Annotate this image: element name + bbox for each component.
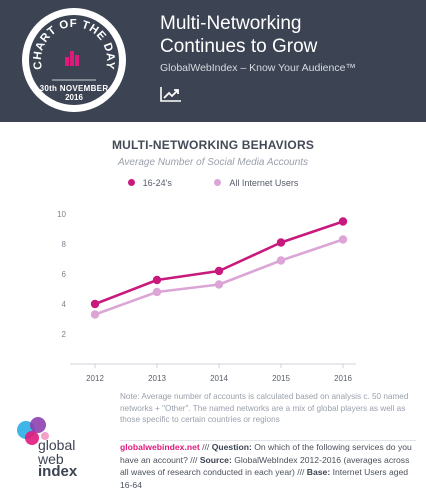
data-point-16-24 — [152, 275, 162, 285]
y-tick-label: 10 — [57, 210, 66, 219]
badge-inner-circle — [29, 15, 119, 105]
data-point-all-users — [90, 310, 100, 319]
legend-label-all-users: All Internet Users — [229, 178, 299, 188]
footer-question-label: Question: — [211, 442, 252, 452]
data-point-all-users — [276, 256, 286, 265]
footer-separator: /// — [297, 467, 307, 478]
series-line-16-24 — [93, 220, 345, 306]
y-tick-label: 2 — [62, 330, 67, 339]
footer-base-text: Internet Users aged 16-64 — [120, 467, 409, 490]
footer-separator: /// — [199, 442, 212, 452]
y-tick-label: 6 — [62, 270, 67, 279]
footer-base-label: Base: — [306, 467, 331, 478]
y-tick-label: 8 — [62, 240, 67, 249]
legend-item-16-24: 16-24's — [127, 178, 172, 188]
footer-question-text: On which of the following services do yo… — [120, 442, 412, 465]
logo-word-index: index — [38, 463, 78, 480]
legend-marker-all-users — [214, 179, 222, 186]
footer-separator: /// — [190, 454, 200, 465]
data-point-16-24 — [276, 238, 286, 247]
globalwebindex-logo — [17, 417, 49, 445]
x-tick-label: 2015 — [272, 374, 290, 383]
footer-source-label: Source: — [199, 454, 232, 465]
bar-chart-icon — [65, 48, 83, 66]
footer-divider — [120, 440, 416, 441]
data-point-16-24 — [214, 266, 224, 276]
x-tick-label: 2014 — [210, 374, 228, 383]
title-line-1: Multi-Networking — [160, 13, 302, 34]
x-tick-label: 2013 — [148, 374, 166, 383]
page-title: Multi-Networking Continues to Grow — [160, 12, 410, 58]
chart-subtitle: Average Number of Social Media Accounts — [117, 157, 309, 168]
chart-of-the-day-badge: CHART OF THE DAY 30th NOVEMBER 2016 — [22, 8, 126, 112]
legend-item-all-users: All Internet Users — [214, 178, 298, 188]
badge-date-year: 2016 — [65, 93, 83, 102]
badge-date-day: 30th NOVEMBER — [39, 84, 109, 93]
footer-site-link[interactable]: globalwebindex.net — [120, 442, 200, 452]
x-tick-label: 2012 — [86, 374, 104, 383]
chart-legend: 16-24's All Internet Users — [0, 178, 426, 188]
header-banner: CHART OF THE DAY 30th NOVEMBER 2016 Mult… — [0, 0, 426, 122]
data-point-all-users — [214, 280, 224, 289]
line-chart: 2 4 6 8 10 2012 2013 2014 2015 2016 — [57, 210, 356, 383]
y-tick-label: 4 — [62, 300, 67, 309]
series-line-all-users — [93, 238, 345, 316]
page-subtitle: GlobalWebIndex – Know Your Audience™ — [160, 62, 356, 74]
data-point-all-users — [338, 235, 348, 244]
title-line-2: Continues to Grow — [160, 36, 318, 57]
trend-up-icon — [160, 87, 181, 102]
chart-note: Note: Average number of accounts is calc… — [120, 392, 409, 424]
legend-marker-16-24 — [127, 179, 135, 186]
footer-source-text: GlobalWebIndex 2012-2016 (averages acros… — [120, 454, 410, 478]
logo-word-global: global — [38, 437, 76, 453]
data-point-all-users — [152, 287, 162, 297]
legend-label-16-24: 16-24's — [142, 178, 172, 188]
data-point-16-24 — [338, 217, 348, 226]
x-tick-label: 2016 — [334, 374, 352, 383]
data-point-16-24 — [90, 299, 100, 309]
chart-title: MULTI-NETWORKING BEHAVIORS — [111, 138, 315, 152]
logo-word-web: web — [38, 451, 64, 467]
footer-text: globalwebindex.net /// Question: On whic… — [120, 441, 420, 491]
